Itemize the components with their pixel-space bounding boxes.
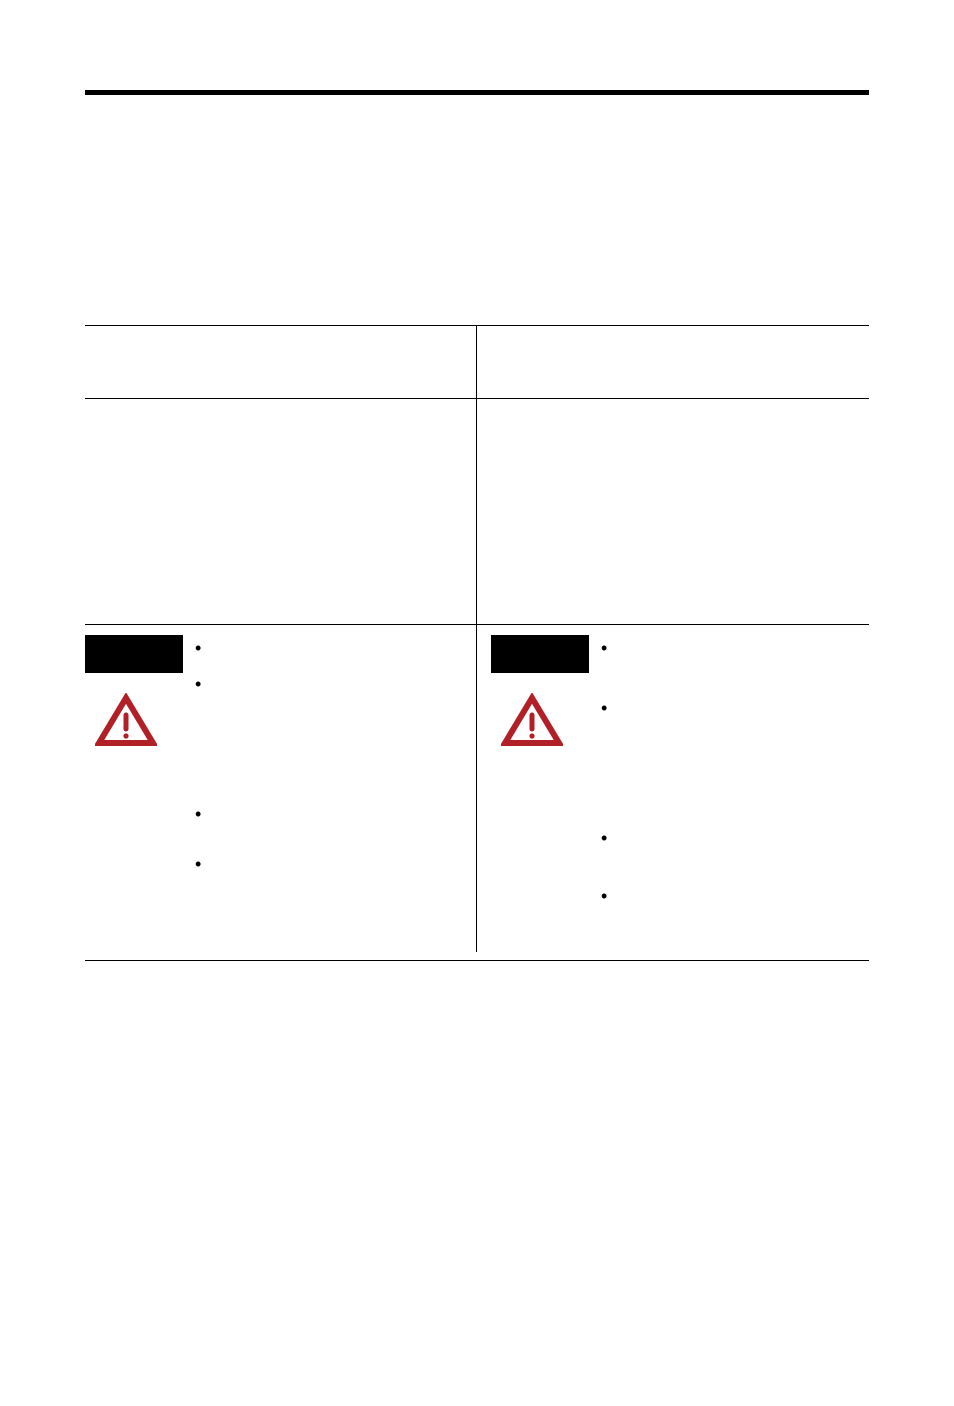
list-item [195,807,468,825]
table-body-row [85,399,869,624]
list-item [195,641,468,659]
list-item [601,641,861,659]
warning-cell-left [85,625,477,952]
warning-badge-stack-right [491,635,589,952]
warning-bullets-left [195,635,468,952]
warning-cell-right [477,625,869,952]
page-container [0,0,954,961]
header-cell-left [85,326,477,398]
warning-badge-stack-left [85,635,183,952]
list-item [601,701,861,719]
warning-row [85,625,869,960]
header-cell-right [477,326,869,398]
warning-label-badge-left [85,635,183,673]
warning-label-badge-right [491,635,589,673]
body-cell-right [477,399,869,624]
list-item [601,889,861,907]
body-cell-left [85,399,477,624]
list-item [601,831,861,849]
warning-bottom-rule [85,960,869,961]
top-thick-rule [85,90,869,95]
warning-triangle-icon [95,693,157,747]
list-item [195,857,468,875]
warning-triangle-icon [501,693,563,747]
list-item [195,677,468,695]
warning-bullets-right [601,635,861,952]
table-header-row [85,326,869,398]
